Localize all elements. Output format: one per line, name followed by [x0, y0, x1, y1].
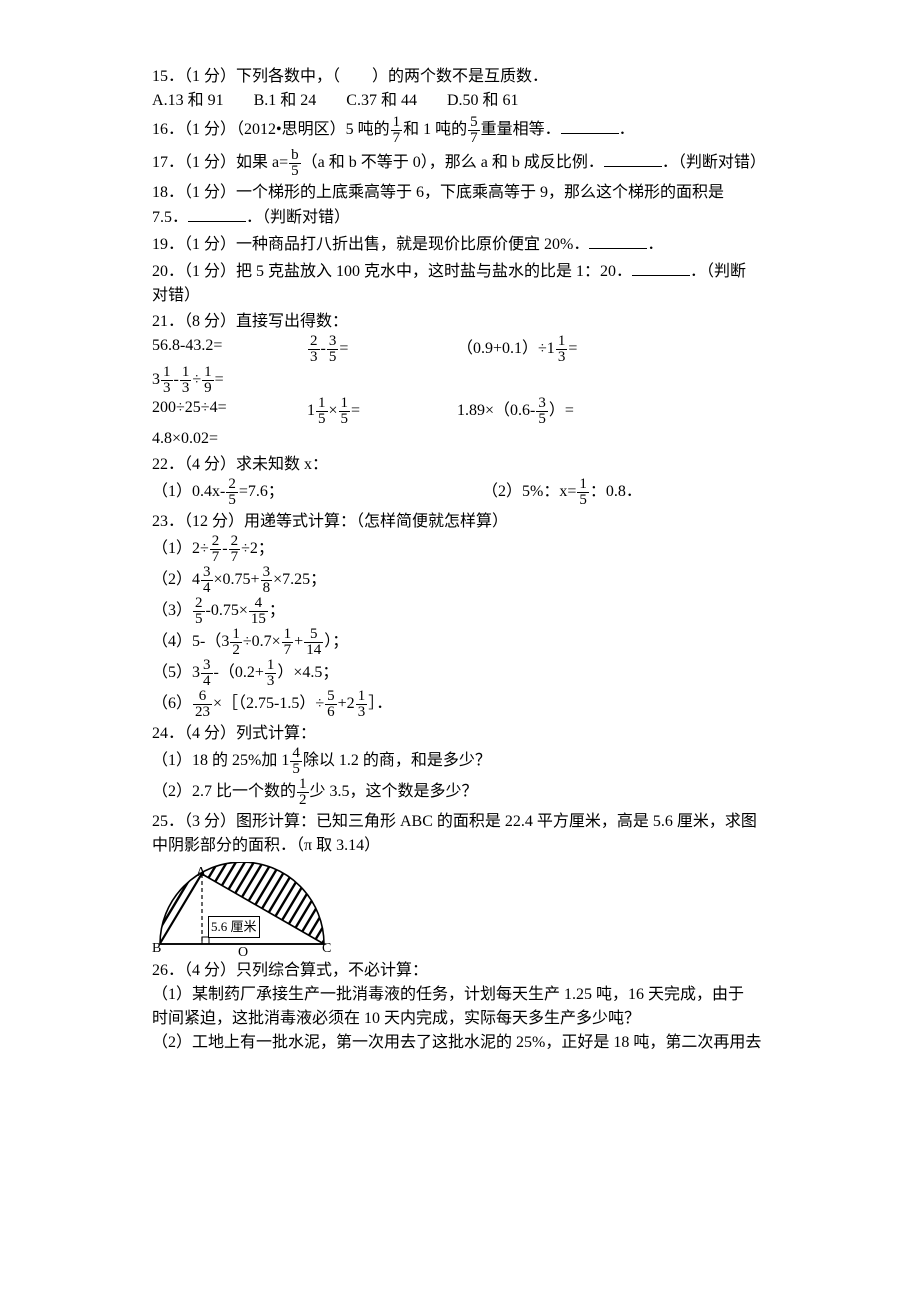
q21-grid: 56.8‐43.2=23‐35=（0.9+0.1）÷113= 313‐13÷19=… — [152, 334, 768, 451]
fraction: 13 — [161, 365, 173, 396]
fraction: 35 — [536, 396, 548, 427]
fraction: 17 — [391, 115, 403, 146]
answer-blank[interactable] — [188, 205, 246, 222]
question-15: 15．（1 分）下列各数中，（ ）的两个数不是互质数． A.13 和 91 B.… — [152, 65, 768, 113]
q26-p1l1: （1）某制药厂承接生产一批消毒液的任务，计划每天生产 1.25 吨，16 天完成… — [152, 983, 768, 1007]
fraction: 23 — [308, 334, 320, 365]
q25-figure: A B C O 5.6 厘米 — [152, 862, 332, 957]
fraction: 12 — [297, 777, 309, 808]
fraction: 57 — [468, 115, 480, 146]
q15-stem: 15．（1 分）下列各数中，（ ）的两个数不是互质数． — [152, 65, 768, 89]
list-item: （1）18 的 25%加 145除以 1.2 的商，和是多少？ — [152, 746, 768, 777]
answer-blank[interactable] — [589, 232, 647, 249]
q21-cell: 200÷25÷4= — [152, 396, 307, 427]
fraction: 19 — [202, 365, 214, 396]
answer-blank[interactable] — [632, 259, 690, 276]
question-21: 21．（8 分）直接写出得数： 56.8‐43.2=23‐35=（0.9+0.1… — [152, 310, 768, 451]
q20-line1: 20．（1 分）把 5 克盐放入 100 克水中，这时盐与盐水的比是 1：20．… — [152, 259, 768, 284]
fraction: 25 — [193, 596, 205, 627]
list-item: （4）5‐（312÷0.7×17+514）； — [152, 627, 768, 658]
fraction: b5 — [289, 148, 301, 179]
question-19: 19．（1 分）一种商品打八折出售，就是现价比原价便宜 20%．． — [152, 232, 768, 257]
q18-line2: 7.5．．（判断对错） — [152, 205, 768, 230]
question-26: 26．（4 分）只列综合算式，不必计算： （1）某制药厂承接生产一批消毒液的任务… — [152, 959, 768, 1055]
q23-list: （1）2÷27‐27÷2；（2）434×0.75+38×7.25；（3）25‐0… — [152, 534, 768, 720]
question-18: 18．（1 分）一个梯形的上底乘高等于 6，下底乘高等于 9，那么这个梯形的面积… — [152, 181, 768, 230]
q15-option-d: D.50 和 61 — [447, 89, 519, 113]
q26-p1l2: 时间紧迫，这批消毒液必须在 10 天内完成，实际每天多生产多少吨？ — [152, 1007, 768, 1031]
q22-stem: 22．（4 分）求未知数 x： — [152, 453, 768, 477]
q21-row: 56.8‐43.2=23‐35=（0.9+0.1）÷113= 313‐13÷19= — [152, 334, 768, 396]
question-20: 20．（1 分）把 5 克盐放入 100 克水中，这时盐与盐水的比是 1：20．… — [152, 259, 768, 308]
q22-item: （1）0.4x‐25=7.6； — [152, 477, 482, 508]
question-17: 17．（1 分）如果 a=b5（a 和 b 不等于 0），那么 a 和 b 成反… — [152, 148, 768, 179]
q21-cell: 115×15= — [307, 396, 457, 427]
list-item: （6）623×［（2.75‐1.5）÷56+213］． — [152, 689, 768, 720]
list-item: （1）2÷27‐27÷2； — [152, 534, 768, 565]
answer-blank[interactable] — [561, 117, 619, 134]
fraction: 15 — [577, 477, 589, 508]
q26-p2: （2）工地上有一批水泥，第一次用去了这批水泥的 25%，正好是 18 吨，第二次… — [152, 1031, 768, 1055]
fraction: 34 — [201, 565, 213, 596]
q21-cell: 313‐13÷19= — [152, 365, 302, 396]
fraction: 56 — [325, 689, 337, 720]
label-b: B — [152, 938, 161, 959]
label-c: C — [322, 938, 331, 959]
list-item: （2）2.7 比一个数的12少 3.5，这个数是多少？ — [152, 777, 768, 808]
q22-row: （1）0.4x‐25=7.6；（2）5%：x=15：0.8． — [152, 477, 768, 508]
fraction: 623 — [193, 689, 212, 720]
fraction: 415 — [249, 596, 268, 627]
label-a: A — [196, 862, 206, 883]
fraction: 27 — [210, 534, 222, 565]
fraction: 34 — [201, 658, 213, 689]
fraction: 13 — [180, 365, 192, 396]
question-23: 23．（12 分）用递等式计算：（怎样简便就怎样算） （1）2÷27‐27÷2；… — [152, 510, 768, 720]
q15-option-c: C.37 和 44 — [346, 89, 417, 113]
q21-row: 200÷25÷4=115×15=1.89×（0.6‐35）= 4.8×0.02= — [152, 396, 768, 451]
q21-cell: 23‐35= — [307, 334, 457, 365]
list-item: （3）25‐0.75×415； — [152, 596, 768, 627]
q22-item: （2）5%：x=15：0.8． — [482, 477, 762, 508]
q24-list: （1）18 的 25%加 145除以 1.2 的商，和是多少？（2）2.7 比一… — [152, 746, 768, 808]
fraction: 15 — [339, 396, 351, 427]
q21-cell: （0.9+0.1）÷113= — [457, 334, 637, 365]
q21-cell: 4.8×0.02= — [152, 427, 302, 451]
q25-line2: 中阴影部分的面积．（π 取 3.14） — [152, 834, 768, 858]
q15-option-a: A.13 和 91 — [152, 89, 224, 113]
question-16: 16．（1 分）（2012•思明区）5 吨的17和 1 吨的57重量相等．． — [152, 115, 768, 146]
fraction: 12 — [230, 627, 242, 658]
fraction: 35 — [327, 334, 339, 365]
fraction: 25 — [226, 477, 238, 508]
fraction: 15 — [316, 396, 328, 427]
label-o: O — [238, 942, 248, 963]
q15-options: A.13 和 91 B.1 和 24 C.37 和 44 D.50 和 61 — [152, 89, 768, 113]
fraction: 13 — [556, 334, 568, 365]
q18-line1: 18．（1 分）一个梯形的上底乘高等于 6，下底乘高等于 9，那么这个梯形的面积… — [152, 181, 768, 205]
fraction: 13 — [356, 689, 368, 720]
label-height: 5.6 厘米 — [208, 916, 260, 938]
fraction: 27 — [229, 534, 241, 565]
q21-stem: 21．（8 分）直接写出得数： — [152, 310, 768, 334]
q23-stem: 23．（12 分）用递等式计算：（怎样简便就怎样算） — [152, 510, 768, 534]
q25-line1: 25．（3 分）图形计算：已知三角形 ABC 的面积是 22.4 平方厘米，高是… — [152, 810, 768, 834]
fraction: 45 — [290, 746, 302, 777]
question-22: 22．（4 分）求未知数 x： （1）0.4x‐25=7.6；（2）5%：x=1… — [152, 453, 768, 508]
list-item: （2）434×0.75+38×7.25； — [152, 565, 768, 596]
q21-cell: 56.8‐43.2= — [152, 334, 307, 365]
fraction: 514 — [304, 627, 323, 658]
fraction: 17 — [282, 627, 294, 658]
fraction: 13 — [265, 658, 277, 689]
list-item: （5）334‐（0.2+13）×4.5； — [152, 658, 768, 689]
q15-option-b: B.1 和 24 — [254, 89, 317, 113]
q21-cell: 1.89×（0.6‐35）= — [457, 396, 637, 427]
fraction: 38 — [261, 565, 273, 596]
q20-line2: 对错） — [152, 284, 768, 308]
question-24: 24．（4 分）列式计算： （1）18 的 25%加 145除以 1.2 的商，… — [152, 722, 768, 808]
question-25: 25．（3 分）图形计算：已知三角形 ABC 的面积是 22.4 平方厘米，高是… — [152, 810, 768, 957]
answer-blank[interactable] — [604, 150, 662, 167]
q24-stem: 24．（4 分）列式计算： — [152, 722, 768, 746]
